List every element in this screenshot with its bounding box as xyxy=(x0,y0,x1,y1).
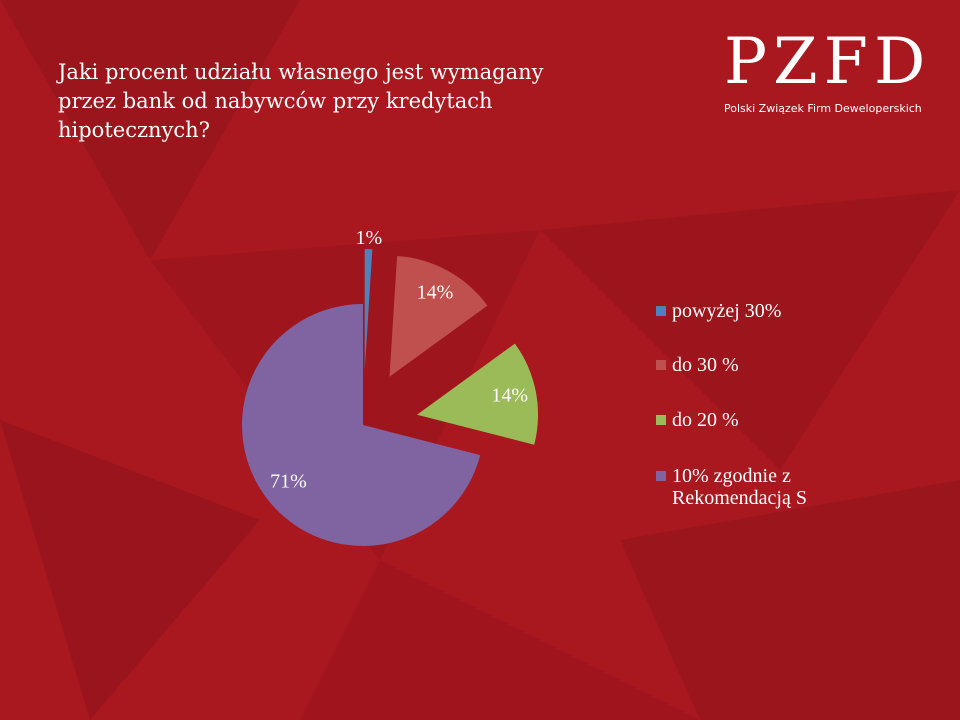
data-label: 71% xyxy=(270,470,307,492)
legend-label: 10% zgodnie z Rekomendacją S xyxy=(672,465,807,509)
chart-title: Jaki procent udziału własnego jest wymag… xyxy=(58,60,544,142)
legend-item: do 30 % xyxy=(656,354,826,376)
legend-item: powyżej 30% xyxy=(656,300,826,322)
legend-swatch xyxy=(656,471,666,481)
legend-swatch xyxy=(656,360,666,370)
legend-label: do 20 % xyxy=(672,409,739,431)
pie-slice xyxy=(364,249,373,371)
data-label: 14% xyxy=(491,385,528,407)
logo-name: PZFD xyxy=(724,25,932,99)
legend-item: 10% zgodnie z Rekomendacją S xyxy=(656,465,826,509)
data-label: 1% xyxy=(355,227,382,249)
legend-swatch xyxy=(656,306,666,316)
pie-slice xyxy=(389,256,488,377)
logo-tagline: Polski Związek Firm Deweloperskich xyxy=(724,102,922,115)
legend-label: do 30 % xyxy=(672,354,739,376)
legend-swatch xyxy=(656,415,666,425)
pie-slice xyxy=(241,304,481,546)
legend-item: do 20 % xyxy=(656,409,826,431)
data-label: 14% xyxy=(417,282,454,304)
legend-label: powyżej 30% xyxy=(672,300,782,322)
logo: PZFD Polski Związek Firm Deweloperskich xyxy=(724,30,934,115)
pie-slice xyxy=(417,343,539,445)
